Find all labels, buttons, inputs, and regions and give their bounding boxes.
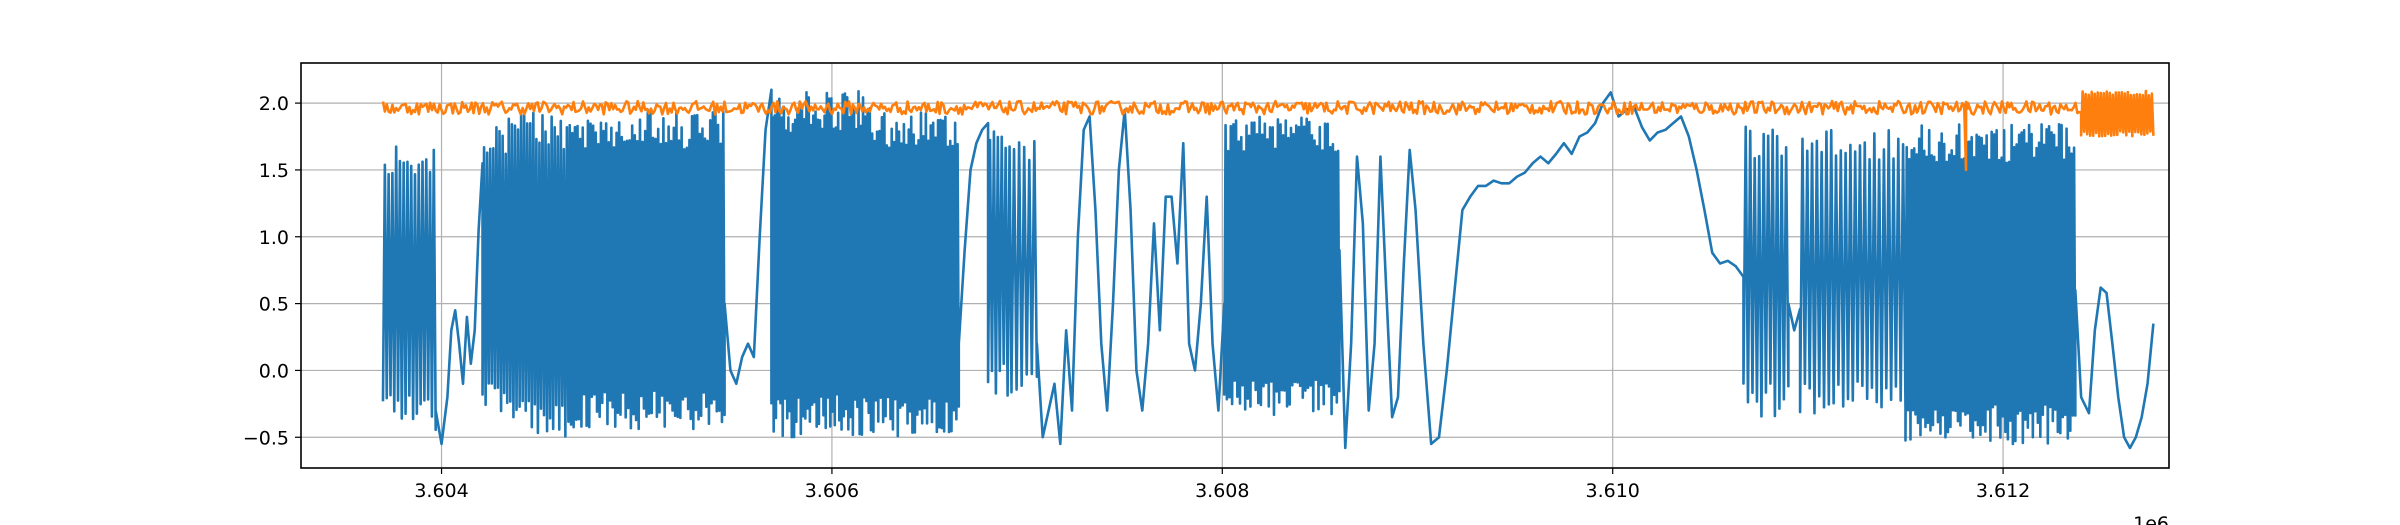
x-tick-label: 3.604 — [414, 480, 468, 502]
y-tick-label: 1.0 — [259, 227, 289, 249]
x-tick-label: 3.608 — [1195, 480, 1249, 502]
x-tick-label: 3.606 — [805, 480, 859, 502]
plot-frame — [300, 62, 2170, 469]
y-tick-label: 0.0 — [259, 360, 289, 382]
axis-ticks: 3.604 3.606 3.608 3.610 3.612 −0.5 0.0 0.5 1.0 1.… — [243, 93, 2030, 502]
y-tick-label: −0.5 — [243, 427, 289, 449]
series-line-1 — [381, 88, 2155, 450]
y-tick-label: 0.5 — [259, 294, 289, 316]
y-tick-label: 1.5 — [259, 160, 289, 182]
x-tick-label: 3.610 — [1585, 480, 1639, 502]
x-axis-offset-label: 1e6 — [2133, 513, 2169, 525]
series-layer — [381, 88, 2155, 450]
y-tick-label: 2.0 — [259, 93, 289, 115]
series-line-2 — [381, 89, 2155, 172]
x-tick-label: 3.612 — [1976, 480, 2030, 502]
